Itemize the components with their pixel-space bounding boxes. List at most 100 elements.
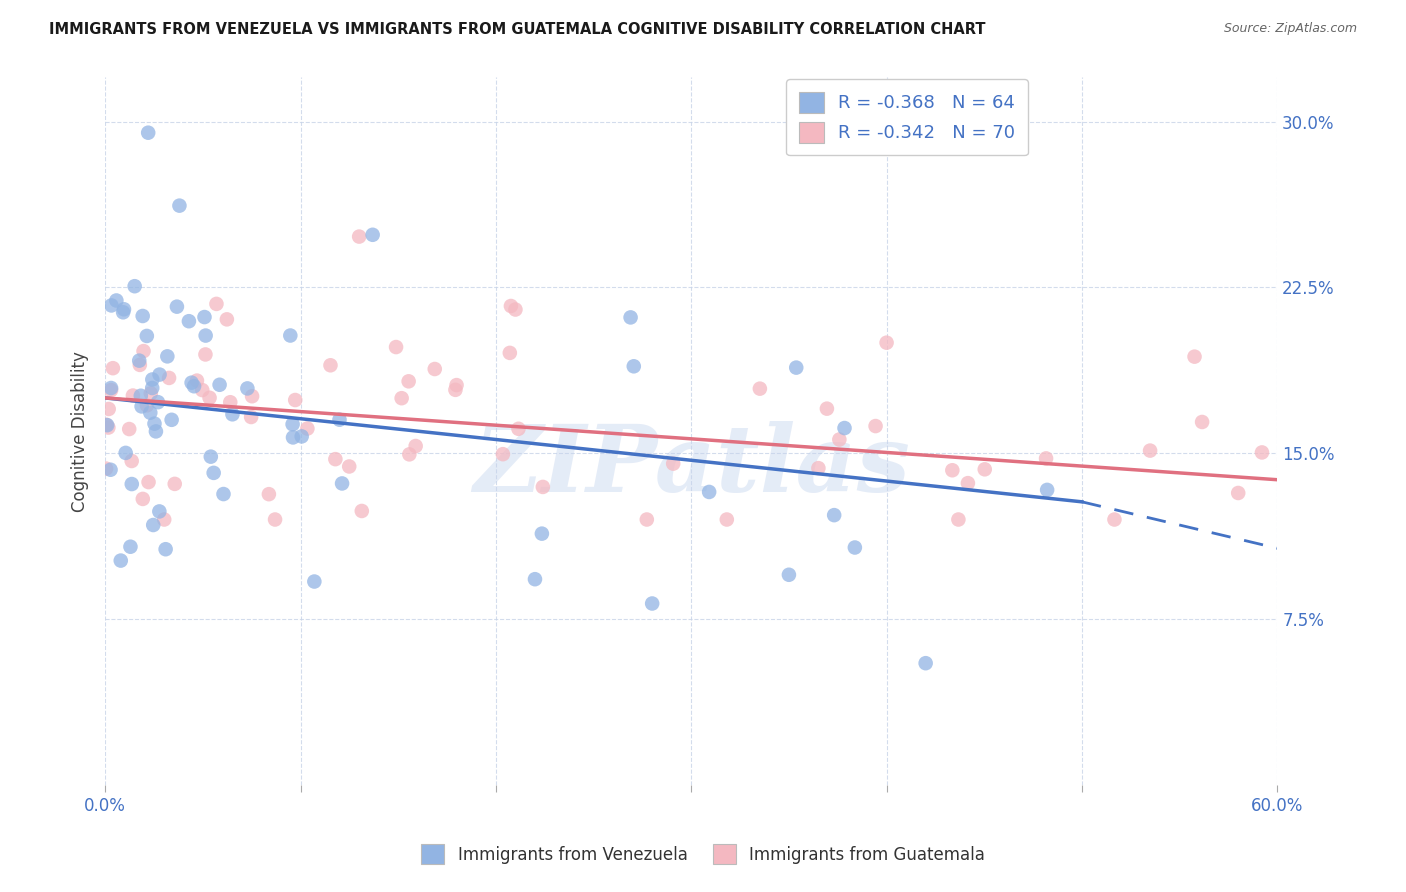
Y-axis label: Cognitive Disability: Cognitive Disability [72, 351, 89, 511]
Point [257, 487, 280, 501]
Point [423, 362, 446, 376]
Point [94, 417, 117, 432]
Point [212, 487, 235, 501]
Point [202, 466, 225, 480]
Point [141, 381, 163, 395]
Point [131, 400, 153, 414]
Point [100, 463, 122, 477]
Point [97, 402, 120, 417]
Point [200, 450, 222, 464]
Point [823, 508, 845, 523]
Point [398, 374, 420, 388]
Point [530, 526, 553, 541]
Point [163, 476, 186, 491]
Point [180, 376, 202, 390]
Point [198, 391, 221, 405]
Point [215, 312, 238, 326]
Point [129, 389, 152, 403]
Point [361, 227, 384, 242]
Point [96, 418, 118, 433]
Point [523, 572, 546, 586]
Point [157, 371, 180, 385]
Point [325, 452, 347, 467]
Point [405, 439, 427, 453]
Point [778, 567, 800, 582]
Point [120, 540, 142, 554]
Point [118, 422, 141, 436]
Point [304, 574, 326, 589]
Point [499, 346, 522, 360]
Point [114, 446, 136, 460]
Point [1227, 486, 1250, 500]
Point [219, 395, 242, 409]
Point [186, 374, 208, 388]
Point [135, 329, 157, 343]
Point [194, 347, 217, 361]
Point [444, 383, 467, 397]
Point [330, 476, 353, 491]
Legend: R = -0.368   N = 64, R = -0.342   N = 70: R = -0.368 N = 64, R = -0.342 N = 70 [786, 79, 1028, 155]
Point [131, 309, 153, 323]
Point [828, 433, 851, 447]
Point [623, 359, 645, 374]
Point [94, 461, 117, 475]
Point [112, 305, 135, 319]
Point [328, 413, 350, 427]
Point [100, 383, 122, 397]
Point [121, 477, 143, 491]
Point [948, 512, 970, 526]
Point [236, 381, 259, 395]
Point [531, 480, 554, 494]
Point [97, 420, 120, 434]
Point [291, 429, 314, 443]
Text: ZIPatlas: ZIPatlas [472, 421, 910, 511]
Point [193, 310, 215, 324]
Point [1251, 445, 1274, 459]
Point [662, 457, 685, 471]
Point [716, 512, 738, 526]
Point [281, 430, 304, 444]
Text: IMMIGRANTS FROM VENEZUELA VS IMMIGRANTS FROM GUATEMALA COGNITIVE DISABILITY CORR: IMMIGRANTS FROM VENEZUELA VS IMMIGRANTS … [49, 22, 986, 37]
Point [128, 353, 150, 368]
Point [505, 302, 527, 317]
Point [146, 395, 169, 409]
Point [350, 504, 373, 518]
Point [139, 406, 162, 420]
Point [105, 293, 128, 308]
Point [121, 454, 143, 468]
Point [124, 279, 146, 293]
Point [100, 298, 122, 312]
Point [160, 413, 183, 427]
Point [508, 422, 530, 436]
Point [264, 512, 287, 526]
Point [148, 504, 170, 518]
Point [391, 391, 413, 405]
Point [807, 461, 830, 475]
Point [337, 459, 360, 474]
Point [191, 383, 214, 397]
Point [446, 378, 468, 392]
Point [834, 421, 856, 435]
Point [240, 389, 263, 403]
Point [385, 340, 408, 354]
Point [1104, 512, 1126, 526]
Point [1184, 350, 1206, 364]
Point [128, 358, 150, 372]
Legend: Immigrants from Venezuela, Immigrants from Guatemala: Immigrants from Venezuela, Immigrants fr… [415, 838, 991, 871]
Point [221, 407, 243, 421]
Point [166, 300, 188, 314]
Point [865, 419, 887, 434]
Point [177, 314, 200, 328]
Point [141, 372, 163, 386]
Point [619, 310, 641, 325]
Point [155, 542, 177, 557]
Point [122, 388, 145, 402]
Point [100, 381, 122, 395]
Point [398, 447, 420, 461]
Point [697, 485, 720, 500]
Point [183, 379, 205, 393]
Point [112, 302, 135, 317]
Point [492, 447, 515, 461]
Point [641, 597, 664, 611]
Point [132, 491, 155, 506]
